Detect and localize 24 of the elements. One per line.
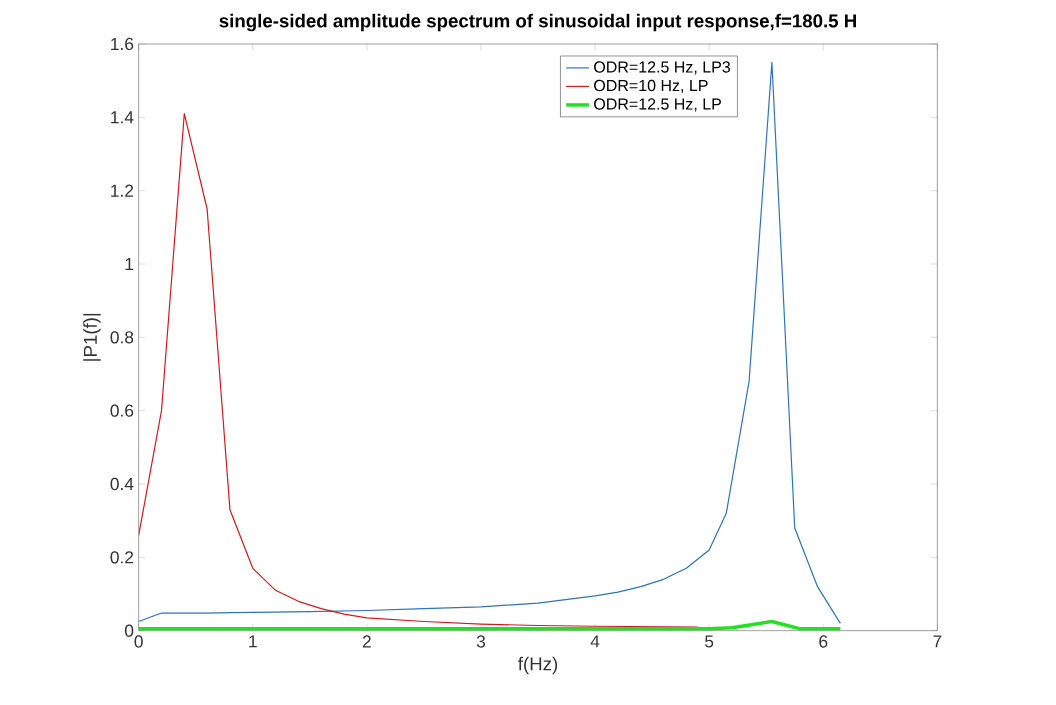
legend-label: ODR=10 Hz, LP [594, 79, 708, 93]
x-tick-label: 4 [590, 635, 600, 648]
x-tick-label: 7 [933, 635, 942, 648]
y-tick-label: 0.8 [110, 331, 134, 344]
y-axis-title: |P1(f)| [83, 313, 101, 361]
y-tick-label: 1.2 [111, 184, 134, 197]
x-tick-label: 2 [362, 635, 371, 648]
line-series [138, 112, 699, 628]
y-tick-label: 1.6 [111, 37, 134, 50]
legend-label: ODR=12.5 Hz, LP [594, 98, 721, 112]
x-tick-label: 0 [134, 635, 143, 648]
x-axis-title: f(Hz) [518, 656, 558, 675]
y-tick-label: 0 [124, 624, 134, 637]
y-tick-label: 0.2 [110, 551, 134, 564]
x-tick-label: 1 [249, 635, 257, 648]
legend-label: ODR=12.5 Hz, LP3 [594, 61, 731, 75]
x-tick-label: 3 [476, 635, 486, 648]
y-tick-label: 0.4 [110, 477, 134, 490]
y-tick-label: 1 [125, 257, 134, 270]
x-tick-label: 5 [705, 635, 714, 648]
y-tick-label: 0.6 [110, 404, 134, 417]
x-tick-label: 6 [819, 635, 828, 648]
y-tick-label: 1.4 [111, 111, 134, 124]
chart-title: single-sided amplitude spectrum of sinusoidal input response,f=180.5 H [219, 13, 856, 32]
